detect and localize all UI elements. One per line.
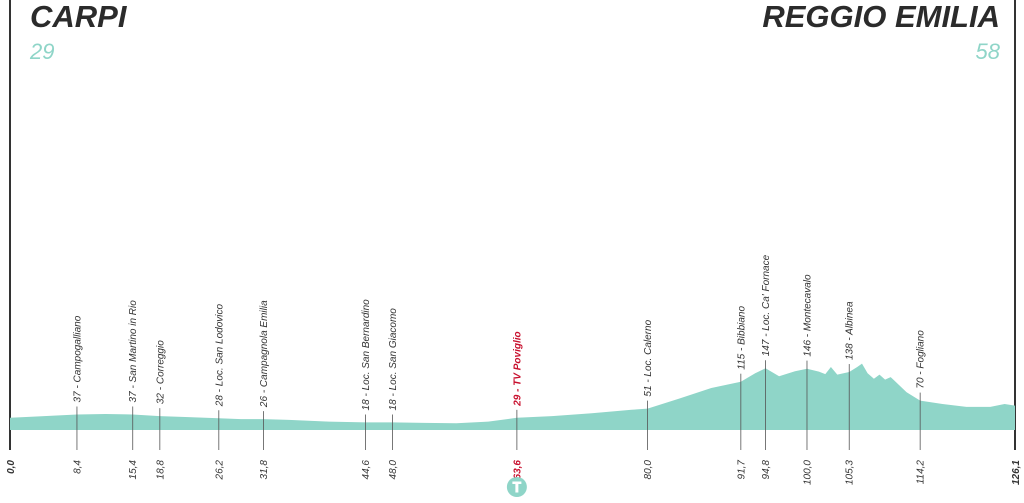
- waypoint: 70 - Fogliano 114,2: [916, 330, 927, 485]
- waypoint-label: 37 - Campogalliano: [72, 315, 83, 402]
- waypoint-label: 32 - Correggio: [155, 340, 166, 404]
- waypoint-distance: 105,3: [845, 460, 856, 485]
- waypoint: 51 - Loc. Calerno 80,0: [643, 319, 654, 479]
- waypoint-label: 138 - Albinea: [845, 301, 856, 360]
- waypoint-distance: 63,6: [512, 460, 523, 480]
- waypoint: 37 - San Martino in Rio 15,4: [128, 300, 139, 480]
- waypoint-label: 37 - San Martino in Rio: [128, 300, 139, 403]
- waypoint-label: 18 - Loc. San Bernardino: [361, 299, 372, 411]
- waypoint: 138 - Albinea 105,3: [845, 301, 856, 485]
- waypoint-distance: 44,6: [361, 460, 372, 480]
- start-city: CARPI: [30, 0, 128, 34]
- waypoint: 147 - Loc. Ca' Fornace 94,8: [761, 254, 772, 479]
- waypoint: 146 - Montecavalo 100,0: [802, 274, 813, 485]
- waypoint-label: 146 - Montecavalo: [802, 274, 813, 357]
- start-altitude: 29: [29, 39, 54, 64]
- waypoint: 115 - Bibbiano 91,7: [736, 306, 747, 480]
- finish-altitude: 58: [976, 39, 1001, 64]
- distance-start-label: 0,0: [6, 460, 17, 474]
- waypoint: 18 - Loc. San Giacomo 48,0: [388, 308, 399, 480]
- waypoint-label: 115 - Bibbiano: [736, 306, 747, 370]
- waypoint: 28 - Loc. San Lodovico 26,2: [214, 304, 225, 481]
- waypoint-distance: 26,2: [214, 460, 225, 481]
- waypoint-distance: 31,8: [259, 460, 270, 480]
- waypoint-distance: 80,0: [643, 460, 654, 480]
- finish-city: REGGIO EMILIA: [762, 0, 1000, 34]
- waypoint: 37 - Campogalliano 8,4: [72, 315, 83, 474]
- waypoint-distance: 8,4: [72, 460, 83, 474]
- waypoint-label: 28 - Loc. San Lodovico: [214, 304, 225, 408]
- intermediate-sprint-icon: [506, 477, 527, 497]
- waypoint-label: 147 - Loc. Ca' Fornace: [761, 254, 772, 356]
- waypoint-distance: 18,8: [155, 460, 166, 480]
- waypoint-label: 70 - Fogliano: [916, 330, 927, 389]
- waypoint-distance: 114,2: [916, 460, 927, 485]
- waypoint-label: 26 - Campagnola Emilia: [259, 300, 270, 408]
- waypoint-label: 51 - Loc. Calerno: [643, 319, 654, 396]
- waypoint-distance: 91,7: [736, 460, 747, 480]
- waypoint: 29 - TV Poviglio 63,6: [512, 331, 523, 479]
- waypoint-distance: 48,0: [388, 460, 399, 480]
- distance-end-label: 126,1: [1011, 460, 1022, 485]
- waypoint: 18 - Loc. San Bernardino 44,6: [361, 299, 372, 480]
- waypoint-distance: 15,4: [128, 460, 139, 480]
- waypoint-distance: 100,0: [802, 460, 813, 485]
- waypoint: 32 - Correggio 18,8: [155, 340, 166, 480]
- waypoint-label: 18 - Loc. San Giacomo: [388, 308, 399, 411]
- waypoint-layer: 37 - Campogalliano 8,4 37 - San Martino in…: [72, 254, 926, 485]
- waypoint: 26 - Campagnola Emilia 31,8: [259, 300, 270, 480]
- waypoint-label: 29 - TV Poviglio: [512, 331, 523, 406]
- waypoint-distance: 94,8: [761, 460, 772, 480]
- elevation-profile-area: [10, 363, 1015, 430]
